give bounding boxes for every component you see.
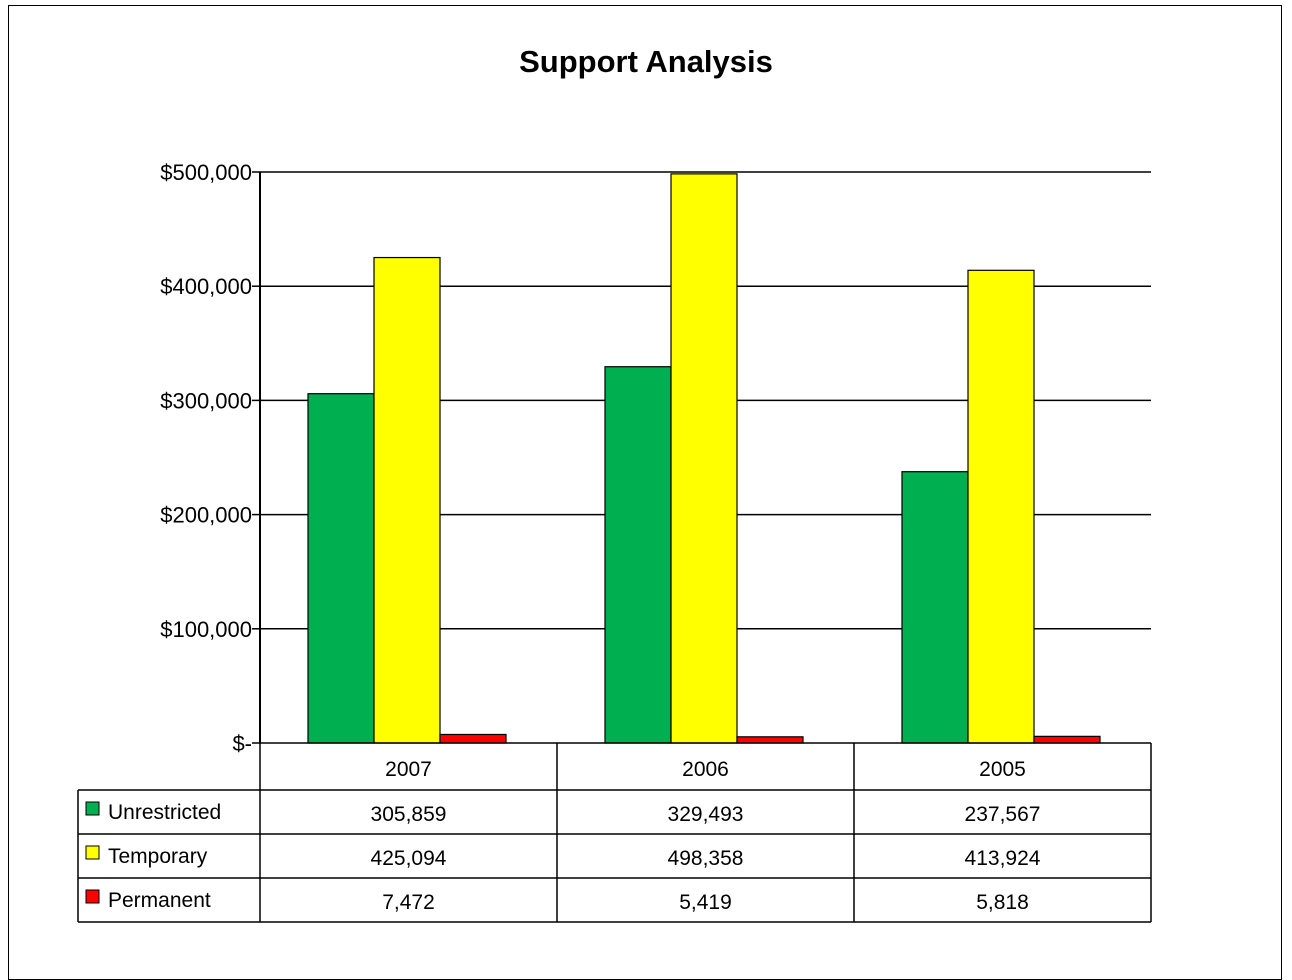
legend-label: Unrestricted [108,801,221,824]
y-tick-label: $400,000 [160,274,252,299]
data-table-value: 413,924 [965,847,1041,870]
bar-unrestricted-2005 [901,471,969,744]
bar-permanent-2007 [439,733,507,744]
data-table-value: 5,818 [976,891,1029,914]
legend-label: Temporary [108,845,208,868]
bar-unrestricted-2007 [307,393,375,744]
data-table-value: 329,493 [668,803,744,826]
category-label: 2005 [979,758,1026,781]
chart-title: Support Analysis [519,44,773,79]
data-table-value: 7,472 [382,891,435,914]
bar-unrestricted-2006 [604,366,672,744]
data-table-value: 305,859 [371,803,447,826]
data-table-value: 425,094 [371,847,447,870]
category-label: 2007 [385,758,432,781]
data-table-value: 5,419 [679,891,732,914]
bar-temporary-2006 [670,173,738,744]
y-tick-label: $- [232,731,252,756]
bar-temporary-2005 [967,269,1035,744]
bar-temporary-2007 [373,256,441,744]
legend-key [85,889,100,904]
data-table-value: 237,567 [965,803,1041,826]
y-tick-label: $200,000 [160,503,252,528]
y-tick-label: $300,000 [160,388,252,413]
category-label: 2006 [682,758,729,781]
legend-key [85,801,100,816]
legend-label: Permanent [108,889,211,912]
y-tick-label: $500,000 [160,160,252,185]
bar-permanent-2005 [1033,735,1101,744]
y-tick-label: $100,000 [160,617,252,642]
legend-key [85,845,100,860]
data-table-value: 498,358 [668,847,744,870]
bar-permanent-2006 [736,736,804,744]
